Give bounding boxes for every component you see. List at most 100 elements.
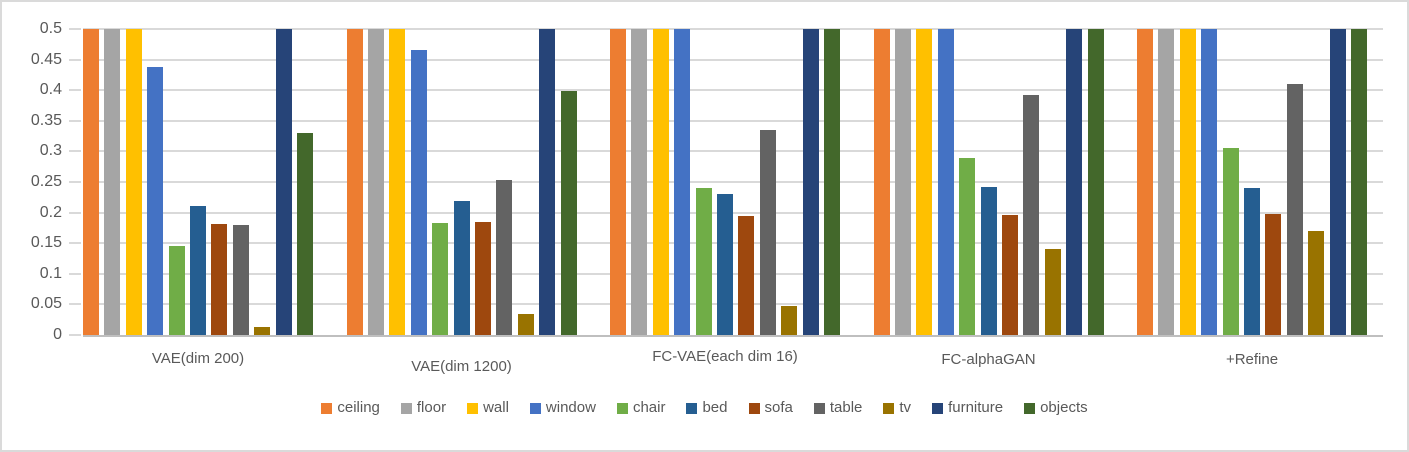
y-tick-mark (69, 89, 81, 92)
bar-bed (453, 200, 470, 335)
legend-swatch-wall (467, 402, 479, 414)
bar-chair (695, 187, 712, 335)
bar-wall (125, 29, 142, 335)
legend-item-wall: wall (467, 399, 509, 417)
legend-label-wall: wall (483, 399, 509, 416)
gridline-0.2 (83, 211, 1383, 214)
y-tick-mark (69, 303, 81, 306)
y-tick-label-0.35: 0.35 (30, 111, 62, 129)
bar-furniture (802, 29, 819, 335)
gridline-0.4 (83, 89, 1383, 92)
bar-sofa (474, 221, 491, 335)
legend-swatch-chair (616, 402, 628, 414)
legend-item-floor: floor (400, 399, 447, 417)
bar-table (759, 129, 776, 335)
legend-swatch-tv (883, 402, 895, 414)
y-tick-mark (69, 334, 81, 336)
bar-ceiling (83, 29, 99, 335)
legend-label-ceiling: ceiling (337, 399, 380, 416)
legend-swatch-table (813, 402, 825, 414)
bar-table (1023, 95, 1040, 335)
bar-bed (717, 194, 733, 335)
bar-window (410, 49, 427, 335)
bar-furniture (539, 29, 556, 335)
legend-label-tv: tv (899, 399, 912, 416)
bar-sofa (211, 224, 228, 335)
bar-bed (1244, 187, 1260, 335)
y-tick-label-0.2: 0.2 (39, 203, 62, 221)
legend-item-window: window (529, 399, 596, 417)
x-axis-label-refine: +Refine (1225, 351, 1279, 368)
bar-floor (104, 29, 121, 335)
bar-floor (367, 29, 384, 335)
y-tick-mark (69, 181, 81, 183)
y-tick-mark (69, 211, 81, 214)
bar-objects (1087, 29, 1104, 335)
y-tick-label-0.15: 0.15 (30, 234, 62, 252)
y-tick-label-0.45: 0.45 (30, 50, 62, 68)
legend-item-table: table (813, 399, 863, 417)
bar-wall (389, 29, 406, 335)
legend-label-floor: floor (416, 399, 447, 416)
bar-window (674, 29, 691, 335)
y-tick-label-0.4: 0.4 (39, 81, 62, 99)
bar-group-vae-dim-200 (83, 29, 313, 335)
y-tick-label-0.25: 0.25 (30, 173, 62, 190)
legend-swatch-furniture (932, 402, 944, 414)
bar-wall (1179, 29, 1196, 335)
legend-label-table: table (829, 399, 863, 416)
bar-objects (297, 133, 313, 335)
bar-sofa (1265, 214, 1282, 335)
gridline-0.5 (83, 28, 1383, 30)
bar-furniture (275, 29, 292, 335)
x-axis-label-fc-alphagan: FC-alphaGAN (941, 351, 1036, 368)
gridline-0.15 (83, 242, 1383, 245)
bar-objects (824, 29, 840, 335)
x-axis-label-vae-dim-1200: VAE(dim 1200) (411, 358, 512, 375)
bar-group-vae-dim-1200 (346, 29, 577, 335)
legend-swatch-objects (1024, 402, 1036, 414)
bar-chair (959, 158, 976, 335)
y-tick-mark (69, 58, 81, 61)
plot-area (83, 28, 1383, 337)
bar-group-fc-vae-each-dim-16 (610, 29, 840, 335)
bar-objects (1351, 29, 1367, 335)
legend-label-sofa: sofa (764, 399, 793, 416)
y-tick-mark (69, 119, 81, 122)
bar-floor (631, 29, 648, 335)
y-tick-mark (69, 242, 81, 245)
bar-window (1201, 29, 1218, 335)
bar-tv (1308, 230, 1325, 335)
bar-ceiling (1137, 29, 1153, 335)
bar-chair (168, 246, 185, 335)
bar-table (1286, 84, 1303, 335)
bar-floor (894, 29, 911, 335)
gridline-0.25 (83, 181, 1383, 183)
bar-wall (916, 29, 933, 335)
bar-window (937, 29, 954, 335)
x-axis-label-vae-dim-200: VAE(dim 200) (151, 350, 245, 367)
bar-table (232, 225, 249, 335)
legend-item-furniture: furniture (932, 399, 1003, 417)
bar-ceiling (873, 29, 890, 335)
legend-item-sofa: sofa (748, 399, 793, 417)
legend-swatch-bed (686, 402, 698, 414)
bar-ceiling (610, 29, 626, 335)
gridline-0.35 (83, 119, 1383, 122)
x-axis-line (83, 335, 1383, 337)
y-tick-mark (69, 28, 81, 30)
bar-objects (560, 90, 577, 335)
bar-chair (1222, 147, 1239, 335)
bar-tv (1044, 248, 1061, 335)
bar-ceiling (346, 29, 363, 335)
bar-tv (254, 327, 271, 335)
legend-label-objects: objects (1040, 399, 1088, 416)
legend-swatch-window (529, 402, 541, 414)
bar-sofa (738, 216, 755, 335)
legend: ceiling floor wall window chair bed sofa table t… (2, 399, 1407, 417)
y-tick-mark (69, 272, 81, 275)
bar-table (496, 179, 513, 335)
bar-bed (190, 206, 206, 335)
y-tick-label-0.5: 0.5 (39, 20, 62, 37)
